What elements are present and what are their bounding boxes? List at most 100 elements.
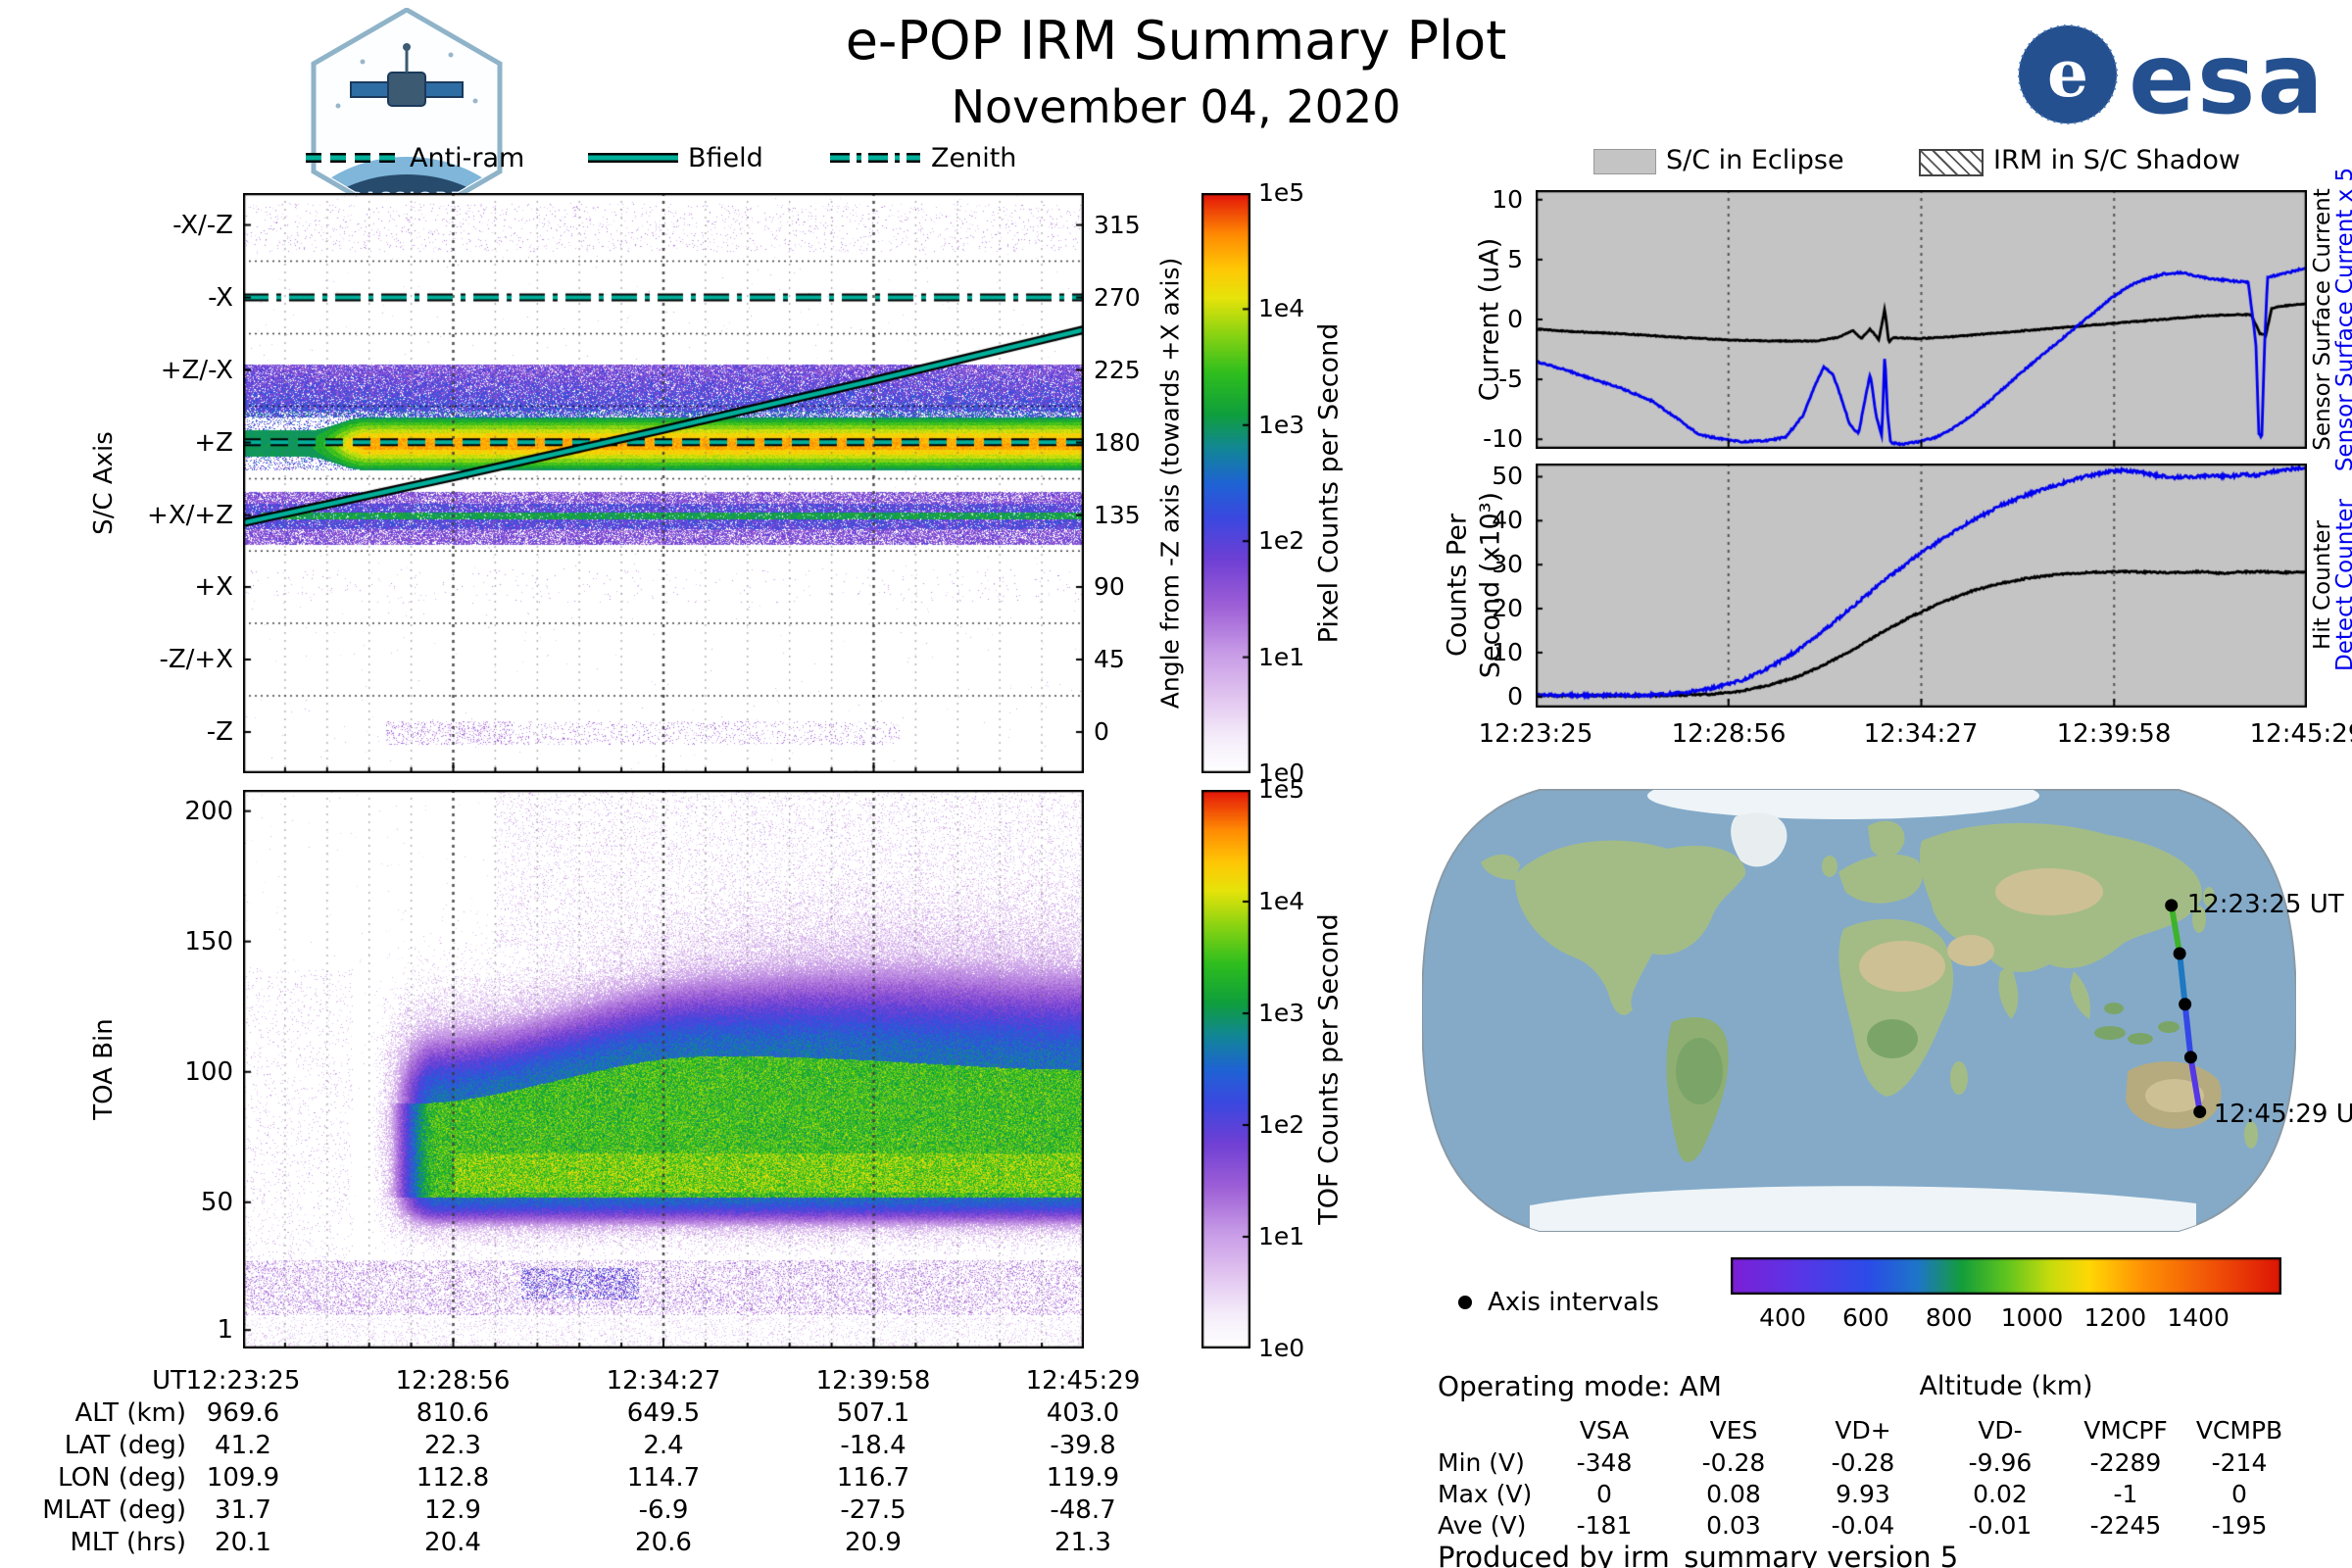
voltage-value: -348 [1576,1448,1633,1477]
current-axis-tick: 0 [1507,305,1523,333]
sc-axis-row-label: +Z/-X [160,355,233,385]
voltage-value: -9.96 [1968,1448,2033,1477]
voltage-column-header: VSA [1579,1416,1630,1445]
table-value: 403.0 [1046,1398,1120,1428]
altitude-tick: 1000 [2000,1303,2064,1332]
tof-colorbar-tick: 1e1 [1258,1222,1305,1250]
axis-interval-dot [2173,947,2186,960]
toa-ylabel: TOA Bin [89,1018,119,1120]
altitude-tick: 1400 [2167,1303,2230,1332]
tof-colorbar-tick: 1e2 [1258,1110,1305,1139]
tof-colorbar-tick: 1e5 [1258,775,1305,804]
eclipse-legend-label: S/C in Eclipse [1666,145,1844,175]
axis-interval-dot [2183,1051,2197,1064]
axis-interval-dot [2193,1104,2207,1118]
counters-chart-canvas [1536,464,2307,708]
table-value: -18.4 [840,1431,906,1460]
tof-colorbar-tick: 1e4 [1258,887,1305,915]
zenith-legend-line [830,153,920,163]
table-value: 12:23:25 [185,1366,301,1396]
table-value: 969.6 [206,1398,280,1428]
pixel-colorbar-tick: 1e2 [1258,526,1305,556]
angle-axis-label: Angle from -Z axis (towards +X axis) [1155,257,1185,710]
voltage-value: -0.28 [1831,1448,1895,1477]
table-value: 12:34:27 [606,1366,721,1396]
orbit-track-segment [2187,1054,2203,1115]
sc-axis-row-label: -Z [206,716,233,747]
pixel-counts-colorbar-label: Pixel Counts per Second [1313,322,1345,644]
table-value: 119.9 [1046,1463,1120,1493]
current-axis-tick: 10 [1492,184,1523,214]
angle-axis-tick: 0 [1094,716,1109,746]
axis-intervals-dot [1458,1296,1472,1309]
orbit-track-segment [2168,902,2183,957]
sc-axis-row-label: -Z/+X [159,644,233,674]
voltage-value: -0.04 [1831,1511,1895,1540]
table-value: 114.7 [626,1463,701,1493]
pixel-colorbar-tick: 1e3 [1258,410,1305,439]
voltage-column-header: VD- [1978,1416,2023,1445]
table-row-label: LON (deg) [57,1463,186,1493]
altitude-tick: 1200 [2083,1303,2147,1332]
angle-axis-tick: 270 [1094,282,1141,312]
table-value: 20.9 [845,1528,902,1557]
pixel-colorbar-tick: 1e0 [1258,759,1305,787]
sensor-surface-current-x5-label: Sensor Surface Current x 5 [2332,168,2352,472]
track-start-time-label: 12:23:25 UT [2186,889,2344,919]
shadow-legend-swatch [1919,149,1984,176]
counts-axis-tick: 40 [1492,506,1523,535]
orbit-track-segment [2181,1001,2194,1060]
page-title: e-POP IRM Summary Plot [845,10,1507,72]
voltage-value: -0.28 [1701,1448,1766,1477]
table-value: 12.9 [424,1495,481,1525]
pixel-counts-colorbar [1201,193,1250,773]
voltage-value: 0.03 [1706,1511,1761,1540]
toa-axis-tick: 1 [217,1315,233,1346]
counts-axis-tick: 50 [1492,462,1523,491]
toa-axis-tick: 50 [200,1187,233,1217]
voltage-value: 0 [1596,1480,1612,1508]
counts-axis-tick: 20 [1492,594,1523,623]
axis-interval-dot [2179,998,2192,1011]
table-value: -27.5 [840,1495,906,1525]
time-axis-tick: 12:45:29 [2249,719,2352,749]
sc-axis-row-label: -X/-Z [172,210,233,240]
voltage-row-label: Max (V) [1438,1480,1533,1508]
table-row-label: UT [152,1366,186,1396]
voltage-row-label: Ave (V) [1438,1511,1527,1540]
ground-track-world-map [1422,789,2296,1232]
table-value: 109.9 [206,1463,280,1493]
table-value: 20.6 [635,1528,692,1557]
tof-counts-colorbar-label: TOF Counts per Second [1313,913,1345,1225]
table-value: 12:45:29 [1025,1366,1141,1396]
counts-axis-tick: 10 [1492,637,1523,666]
eclipse-legend-swatch [1593,149,1656,174]
orbit-track [2165,899,2207,1118]
sc-axis-row-label: +Z [194,427,233,458]
voltage-value: 9.93 [1836,1480,1890,1508]
axis-intervals-label: Axis intervals [1488,1288,1659,1317]
axis-interval-dot [2165,899,2179,912]
table-value: -6.9 [638,1495,689,1525]
table-value: -39.8 [1050,1431,1116,1460]
voltage-value: -0.01 [1968,1511,2033,1540]
sc-axis-row-label: +X [194,571,233,602]
voltage-value: -2289 [2089,1448,2162,1477]
page-date: November 04, 2020 [951,80,1401,133]
voltage-value: -1 [2113,1480,2138,1508]
table-value: 20.4 [424,1528,481,1557]
table-row-label: MLAT (deg) [42,1495,186,1525]
table-value: 22.3 [424,1431,481,1460]
voltage-column-header: VMCPF [2083,1416,2168,1445]
table-row-label: MLT (hrs) [70,1528,187,1557]
voltage-value: 0 [2231,1480,2247,1508]
angle-axis-tick: 225 [1094,355,1141,384]
track-end-time-label: 12:45:29 UT [2213,1100,2352,1130]
counts-axis-tick: 30 [1492,550,1523,579]
tof-colorbar-tick: 1e3 [1258,999,1305,1027]
angle-axis-tick: 180 [1094,427,1141,457]
sc-axis-row-label: +X/+Z [147,500,233,530]
table-row-label: ALT (km) [74,1398,186,1428]
voltage-column-header: VES [1709,1416,1758,1445]
